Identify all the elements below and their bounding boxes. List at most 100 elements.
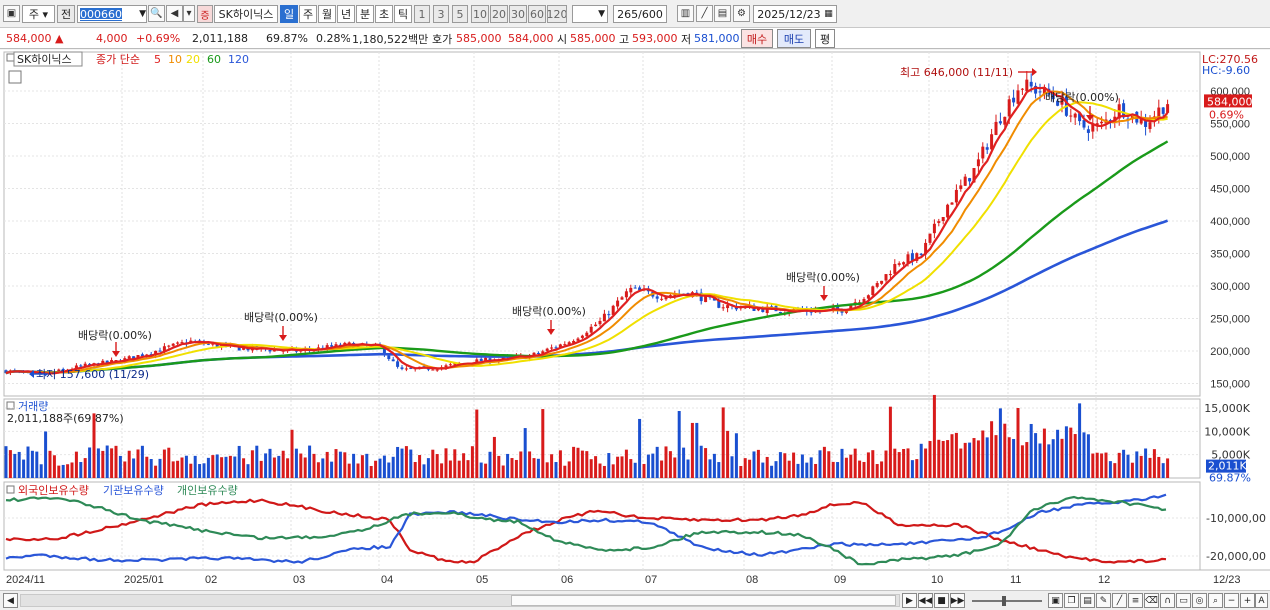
- volume-bar: [294, 448, 298, 478]
- volume-summary: 2,011,188주(69.87%): [7, 412, 124, 425]
- eraser-icon[interactable]: ⌫: [1144, 593, 1159, 608]
- scrollbar-thumb[interactable]: [511, 595, 896, 606]
- volume-bar: [589, 459, 593, 478]
- search-icon[interactable]: 🔍: [148, 5, 165, 22]
- play-icon[interactable]: ▶: [902, 593, 917, 608]
- period-select[interactable]: 주 ▾: [22, 5, 55, 23]
- tab-period-5[interactable]: 초: [375, 5, 393, 23]
- x-tick-label: 12/23: [1213, 574, 1241, 586]
- chevron-down-icon[interactable]: ▼: [139, 9, 146, 19]
- fast-forward-icon[interactable]: ▶▶: [950, 593, 965, 608]
- prev-button[interactable]: 전: [57, 5, 75, 23]
- window-icon[interactable]: ▣: [3, 5, 20, 22]
- quote-bar: 584,000 ▲ 4,000 +0.69% 2,011,188 69.87% …: [0, 28, 1270, 49]
- calendar-icon[interactable]: ▦: [824, 9, 833, 19]
- save-icon[interactable]: ▤: [714, 5, 731, 22]
- sell-button[interactable]: 매도: [777, 29, 811, 48]
- tab-minute-3[interactable]: 3: [433, 5, 449, 23]
- volume-bar: [264, 453, 268, 478]
- zoom-in-icon[interactable]: +: [1240, 593, 1255, 608]
- tab-minute-60[interactable]: 60: [528, 5, 546, 23]
- fibonacci-icon[interactable]: ≡: [1128, 593, 1143, 608]
- tab-minute-5[interactable]: 5: [452, 5, 468, 23]
- print-icon[interactable]: ▤: [1080, 593, 1095, 608]
- candle: [211, 343, 215, 345]
- holdings-tick-label: -10,000,00: [1206, 512, 1266, 525]
- horizontal-scrollbar[interactable]: [20, 594, 900, 607]
- tab-period-4[interactable]: 분: [356, 5, 374, 23]
- volume-bar: [52, 455, 56, 478]
- window-toggle-icon[interactable]: ▭: [1176, 593, 1191, 608]
- magnet-icon[interactable]: ∩: [1160, 593, 1175, 608]
- volume-bar: [1100, 453, 1104, 478]
- volume-bar: [145, 456, 149, 478]
- stop-icon[interactable]: ■: [934, 593, 949, 608]
- hc-label: HC:-9.60: [1202, 64, 1250, 77]
- zoom-slider[interactable]: [972, 596, 1042, 606]
- tab-period-3[interactable]: 년: [337, 5, 355, 23]
- candle: [1007, 99, 1011, 117]
- drawing-icon[interactable]: ✎: [1096, 593, 1111, 608]
- volume-tick-label: 15,000K: [1204, 402, 1250, 415]
- speaker-icon[interactable]: ◀: [166, 5, 183, 22]
- layout-icon[interactable]: ▣: [1048, 593, 1063, 608]
- count-field[interactable]: 265/600: [613, 5, 667, 23]
- tab-minute-10[interactable]: 10: [471, 5, 489, 23]
- tab-period-6[interactable]: 틱: [394, 5, 412, 23]
- volume-bar: [959, 448, 963, 478]
- tab-minute-1[interactable]: 1: [414, 5, 430, 23]
- line-tool-icon[interactable]: ╱: [1112, 593, 1127, 608]
- candle: [435, 369, 439, 371]
- high-annotation: 최고 646,000 (11/11): [900, 66, 1013, 79]
- scroll-left-icon[interactable]: ◀: [3, 593, 18, 608]
- volume-bar: [686, 459, 690, 478]
- tab-period-1[interactable]: 주: [299, 5, 317, 23]
- candle: [915, 253, 919, 261]
- volume-bar: [902, 448, 906, 478]
- candle: [1157, 107, 1161, 118]
- date-field[interactable]: 2025/12/23 ▦: [753, 5, 837, 23]
- volume-bar: [180, 457, 184, 478]
- candle: [1038, 91, 1042, 93]
- date-value: 2025/12/23: [757, 7, 821, 21]
- candle: [1161, 107, 1165, 114]
- gear-icon[interactable]: ⚙: [733, 5, 750, 22]
- volume-bar: [242, 458, 246, 478]
- dropdown-icon[interactable]: ▾: [183, 5, 195, 22]
- draw-tool-icon[interactable]: ╱: [696, 5, 713, 22]
- volume-bar: [167, 447, 171, 478]
- volume-bar: [814, 463, 818, 478]
- tab-period-0[interactable]: 일: [280, 5, 298, 23]
- candle: [664, 296, 668, 300]
- volume-bar: [1020, 445, 1024, 478]
- rewind-icon[interactable]: ◀◀: [918, 593, 933, 608]
- buy-button[interactable]: 매수: [741, 29, 773, 48]
- copy-icon[interactable]: ❐: [1064, 593, 1079, 608]
- candle: [598, 320, 602, 325]
- candle: [704, 295, 708, 303]
- volume-bar: [391, 456, 395, 478]
- stock-code-input[interactable]: 000660 ▼: [77, 5, 147, 23]
- zoom-slider-handle[interactable]: [1002, 596, 1006, 606]
- average-button[interactable]: 평: [815, 29, 835, 48]
- tab-period-2[interactable]: 월: [318, 5, 336, 23]
- volume-bar: [1078, 403, 1082, 478]
- candle: [906, 254, 910, 264]
- reset-zoom-icon[interactable]: ◎: [1192, 593, 1207, 608]
- zoom-out-icon[interactable]: −: [1224, 593, 1239, 608]
- text-tool-icon[interactable]: A: [1255, 593, 1268, 608]
- volume-ratio: 69.87%: [266, 32, 308, 45]
- candle: [620, 297, 624, 300]
- caution-badge: 증: [197, 5, 213, 23]
- stock-chart[interactable]: 600,000550,000500,000450,000400,000350,0…: [0, 50, 1270, 590]
- zoom-search-icon[interactable]: ⌕: [1208, 593, 1223, 608]
- tab-minute-20[interactable]: 20: [490, 5, 508, 23]
- tab-minute-30[interactable]: 30: [509, 5, 527, 23]
- minute-custom-select[interactable]: ▼: [572, 5, 608, 23]
- volume-bar: [836, 462, 840, 478]
- candle: [919, 253, 923, 255]
- volume-bar: [462, 453, 466, 478]
- tab-minute-120[interactable]: 120: [547, 5, 567, 23]
- candle-type-icon[interactable]: ▥: [677, 5, 694, 22]
- volume-bar: [840, 448, 844, 478]
